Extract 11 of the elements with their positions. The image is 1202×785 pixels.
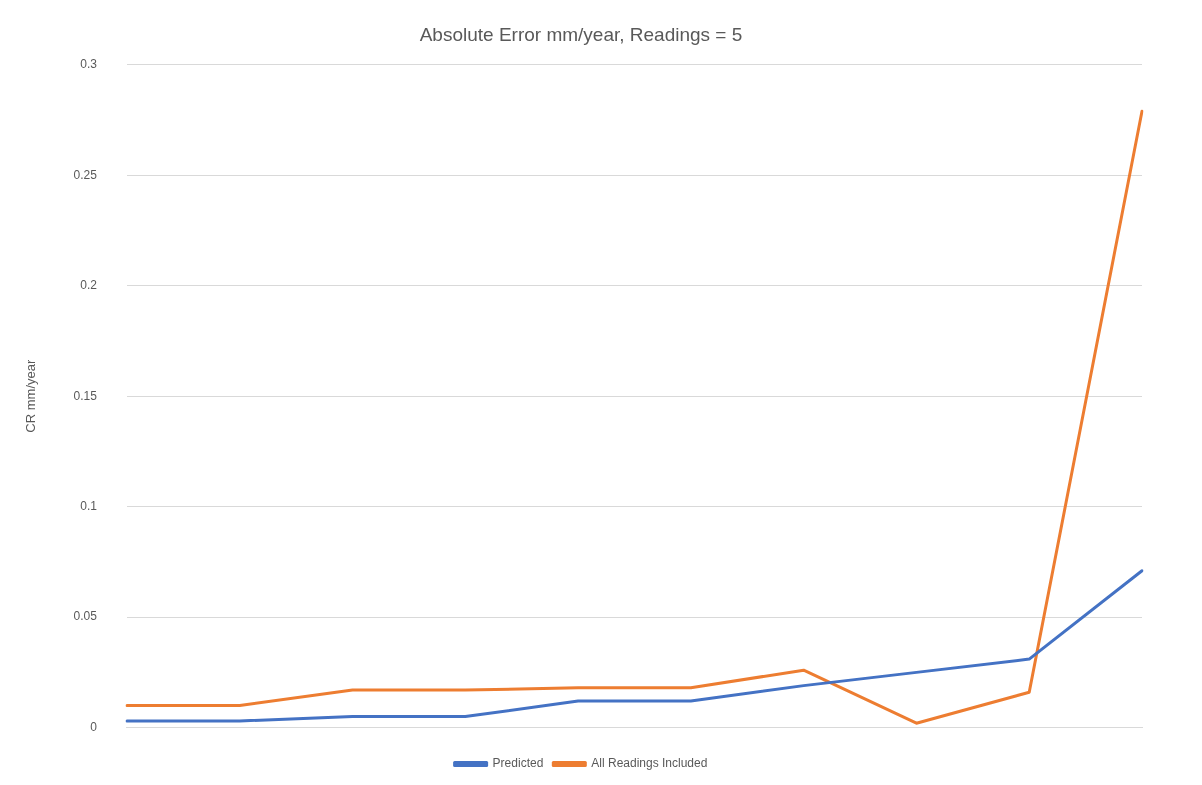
- y-tick-label: 0.15: [73, 388, 98, 403]
- y-tick-label: 0.05: [73, 609, 98, 624]
- legend-label: Predicted: [492, 756, 544, 771]
- legend-label: All Readings Included: [591, 756, 708, 771]
- y-axis-title: CR mm/year: [23, 359, 39, 433]
- y-tick-label: 0.3: [80, 57, 98, 72]
- y-tick-label: 0.2: [80, 278, 98, 293]
- y-tick-label: 0.1: [80, 498, 98, 513]
- y-tick-label: 0.25: [73, 167, 98, 182]
- chart-title: Absolute Error mm/year, Readings = 5: [419, 23, 743, 45]
- y-tick-label: 0: [90, 719, 98, 734]
